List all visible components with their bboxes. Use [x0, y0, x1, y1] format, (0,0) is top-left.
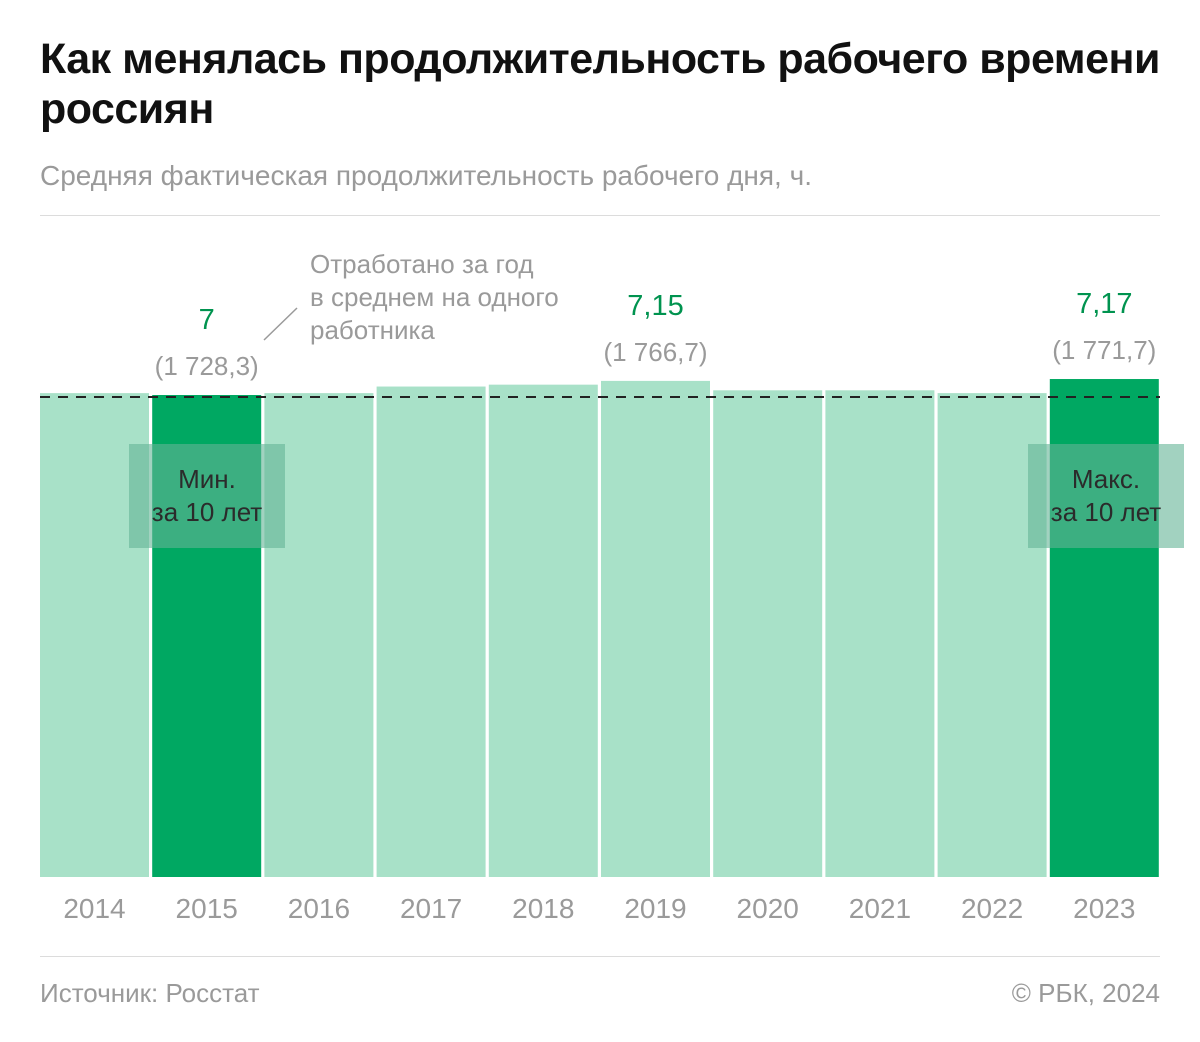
chart-title: Как менялась продолжительность рабочего … — [40, 35, 1160, 133]
annotation-note: Отработано за год в среднем на одного ра… — [310, 248, 559, 347]
tag-line: Мин. — [178, 464, 236, 494]
bar-2017 — [376, 386, 486, 877]
source: Источник: Росстат — [40, 978, 260, 1008]
bar-2020 — [713, 390, 823, 877]
data-label-hours: (1 771,7) — [1052, 335, 1156, 365]
tag-line: за 10 лет — [151, 497, 263, 527]
bottom-divider — [40, 956, 1160, 957]
bar-2021 — [825, 390, 935, 877]
data-label-value: 7,17 — [1076, 288, 1132, 320]
x-tick-label: 2014 — [63, 893, 125, 924]
bar-2018 — [488, 384, 598, 877]
x-tick-label: 2017 — [400, 893, 462, 924]
annotation-leader-line — [263, 307, 298, 341]
x-tick-label: 2018 — [512, 893, 574, 924]
annotation-line: в среднем на одного — [310, 282, 559, 312]
x-tick-label: 2023 — [1073, 893, 1135, 924]
annotation-line: работника — [310, 315, 435, 345]
x-tick-label: 2015 — [176, 893, 238, 924]
data-label-value: 7,15 — [627, 290, 683, 322]
data-label-hours: (1 766,7) — [603, 337, 707, 367]
x-tick-label: 2022 — [961, 893, 1023, 924]
bar-2019 — [601, 380, 710, 877]
max-tag: Макс. за 10 лет — [1028, 444, 1184, 548]
min-tag: Мин. за 10 лет — [129, 444, 285, 548]
data-label-value: 7 — [199, 304, 215, 336]
copyright: © РБК, 2024 — [1011, 978, 1160, 1008]
top-divider — [40, 215, 1160, 216]
x-tick-label: 2016 — [288, 893, 350, 924]
chart-subtitle: Средняя фактическая продолжительность ра… — [40, 160, 812, 191]
annotation-line: Отработано за год — [310, 249, 534, 279]
x-tick-label: 2019 — [624, 893, 686, 924]
data-label-hours: (1 728,3) — [155, 351, 259, 381]
tag-line: за 10 лет — [1050, 497, 1162, 527]
x-tick-label: 2021 — [849, 893, 911, 924]
tag-line: Макс. — [1071, 464, 1141, 494]
x-tick-label: 2020 — [737, 893, 799, 924]
